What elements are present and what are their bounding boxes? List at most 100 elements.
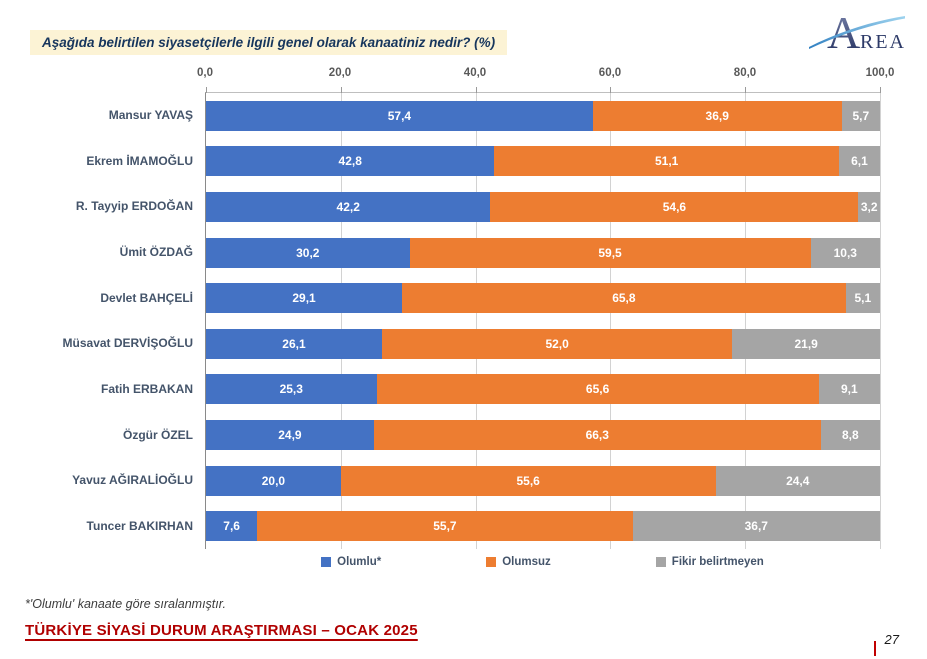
- bar-value-label: 65,6: [585, 382, 610, 397]
- category-label: Fatih ERBAKAN: [101, 381, 193, 396]
- bar-value-label: 30,2: [296, 245, 320, 260]
- bar-value-label: 26,1: [282, 336, 306, 351]
- bar-value-label: 6,1: [851, 154, 868, 169]
- legend-item-olumlu: Olumlu*: [321, 556, 381, 568]
- bar-value-label: 36,7: [744, 519, 768, 534]
- bar-value-label: 55,6: [516, 473, 540, 488]
- bar-value-label: 42,2: [336, 199, 360, 214]
- x-tick-mark: [475, 87, 477, 93]
- bar-value-label: 42,8: [338, 154, 362, 169]
- footer-red-tick: [874, 641, 876, 656]
- legend-label: Fikir belirtmeyen: [671, 556, 764, 568]
- bar-row: 20,0 55,6 24,4: [206, 465, 880, 496]
- page-number: 27: [884, 632, 899, 647]
- stacked-bar-chart: 0,0 20,0 40,0 60,0 80,0 100,0 57,4 36,9 5,7 42,8…: [25, 65, 894, 552]
- x-tick-label: 20,0: [328, 67, 352, 79]
- logo-rest-text: REA: [860, 31, 906, 53]
- bar-segment-fikir-belirtmeyen: 9,1: [818, 374, 880, 405]
- bar-value-label: 7,6: [223, 519, 240, 534]
- bar-segment-olumsuz: 65,8: [402, 283, 846, 314]
- bar-segment-olumlu: 29,1: [206, 283, 403, 314]
- bar-segment-olumlu: 20,0: [206, 465, 341, 496]
- bar-row: 25,3 65,6 9,1: [206, 374, 880, 405]
- bar-value-label: 24,4: [786, 473, 810, 488]
- category-label: Müsavat DERVİŞOĞLU: [62, 336, 193, 351]
- bar-segment-olumsuz: 36,9: [592, 100, 842, 131]
- bar-value-label: 52,0: [545, 336, 569, 351]
- report-title: TÜRKİYE SİYASİ DURUM ARAŞTIRMASI – OCAK …: [25, 622, 418, 639]
- chart-title: Aşağıda belirtilen siyasetçilerle ilgili…: [30, 30, 508, 55]
- legend-label: Olumlu*: [337, 556, 382, 568]
- category-label: Yavuz AĞIRALİOĞLU: [72, 473, 193, 488]
- bar-segment-fikir-belirtmeyen: 10,3: [810, 237, 880, 268]
- bar-value-label: 24,9: [278, 427, 302, 442]
- bar-row: 30,2 59,5 10,3: [206, 237, 880, 268]
- bar-segment-olumsuz: 51,1: [494, 146, 839, 177]
- x-tick-mark: [610, 87, 612, 93]
- bar-segment-olumlu: 42,2: [206, 191, 491, 222]
- bar-segment-olumlu: 25,3: [206, 374, 377, 405]
- category-label: Ekrem İMAMOĞLU: [86, 153, 193, 168]
- bar-segment-fikir-belirtmeyen: 36,7: [632, 511, 880, 542]
- x-tick-label: 100,0: [865, 67, 895, 79]
- bar-row: 57,4 36,9 5,7: [206, 100, 880, 131]
- bar-row: 7,6 55,7 36,7: [206, 511, 880, 542]
- bar-segment-olumsuz: 66,3: [373, 419, 821, 450]
- category-label: Mansur YAVAŞ: [108, 107, 193, 122]
- bar-segment-fikir-belirtmeyen: 5,1: [845, 283, 880, 314]
- bar-row: 24,9 66,3 8,8: [206, 419, 880, 450]
- bar-rows: 57,4 36,9 5,7 42,8 51,1 6,1 42,2 54,6 3,2 30,2 59,…: [206, 93, 880, 549]
- bar-segment-olumlu: 24,9: [206, 419, 374, 450]
- x-tick-mark: [206, 87, 207, 93]
- gridline: [745, 93, 747, 549]
- bar-segment-olumsuz: 52,0: [381, 328, 733, 359]
- legend-swatch-icon: [655, 557, 666, 567]
- x-tick-mark: [880, 87, 881, 93]
- bar-segment-olumlu: 57,4: [206, 100, 593, 131]
- bar-value-label: 5,1: [854, 291, 872, 306]
- plot-area: 57,4 36,9 5,7 42,8 51,1 6,1 42,2 54,6 3,2 30,2 59,…: [205, 87, 881, 549]
- legend-item-olumsuz: Olumsuz: [486, 556, 551, 568]
- category-label: Özgür ÖZEL: [123, 427, 193, 442]
- x-tick-label: 60,0: [598, 67, 622, 79]
- gridline: [340, 93, 342, 549]
- legend-swatch-icon: [486, 557, 497, 567]
- bar-value-label: 29,1: [292, 291, 316, 306]
- area-logo: A REA: [809, 7, 906, 58]
- x-tick-mark: [745, 87, 747, 93]
- category-label: R. Tayyip ERDOĞAN: [75, 199, 193, 214]
- bar-row: 42,8 51,1 6,1: [206, 146, 880, 177]
- bar-value-label: 9,1: [840, 382, 858, 397]
- bar-row: 42,2 54,6 3,2: [206, 191, 880, 222]
- bar-value-label: 55,7: [433, 519, 457, 534]
- bar-row: 26,1 52,0 21,9: [206, 328, 880, 359]
- gridline: [610, 93, 612, 549]
- bar-value-label: 25,3: [279, 382, 303, 397]
- bar-value-label: 65,8: [612, 291, 636, 306]
- bar-row: 29,1 65,8 5,1: [206, 283, 880, 314]
- x-tick-label: 80,0: [733, 67, 757, 79]
- bar-value-label: 36,9: [705, 108, 729, 123]
- bar-segment-olumlu: 42,8: [206, 146, 495, 177]
- x-tick-label: 0,0: [197, 67, 213, 79]
- gridline: [475, 93, 477, 549]
- bar-segment-fikir-belirtmeyen: 3,2: [858, 191, 880, 222]
- bar-segment-fikir-belirtmeyen: 5,7: [841, 100, 880, 131]
- bar-value-label: 20,0: [261, 473, 286, 488]
- bar-value-label: 5,7: [852, 108, 870, 123]
- legend: Olumlu* Olumsuz Fikir belirtmeyen: [205, 556, 880, 568]
- category-label: Tuncer BAKIRHAN: [86, 519, 193, 534]
- bar-segment-olumsuz: 54,6: [490, 191, 859, 222]
- x-axis: 0,0 20,0 40,0 60,0 80,0 100,0: [197, 67, 894, 83]
- bar-segment-fikir-belirtmeyen: 8,8: [820, 419, 880, 450]
- bar-value-label: 54,6: [662, 199, 687, 214]
- legend-swatch-icon: [321, 557, 332, 567]
- bar-segment-fikir-belirtmeyen: 24,4: [715, 465, 880, 496]
- bar-segment-olumsuz: 65,6: [376, 374, 819, 405]
- legend-item-fikir-belirtmeyen: Fikir belirtmeyen: [655, 556, 764, 568]
- bar-value-label: 3,2: [860, 199, 878, 214]
- bar-segment-olumlu: 30,2: [206, 237, 410, 268]
- bar-value-label: 57,4: [387, 108, 412, 123]
- category-axis: Mansur YAVAŞ Ekrem İMAMOĞLU R. Tayyip ERDO…: [25, 92, 193, 549]
- logo-swoosh-icon: [809, 16, 905, 49]
